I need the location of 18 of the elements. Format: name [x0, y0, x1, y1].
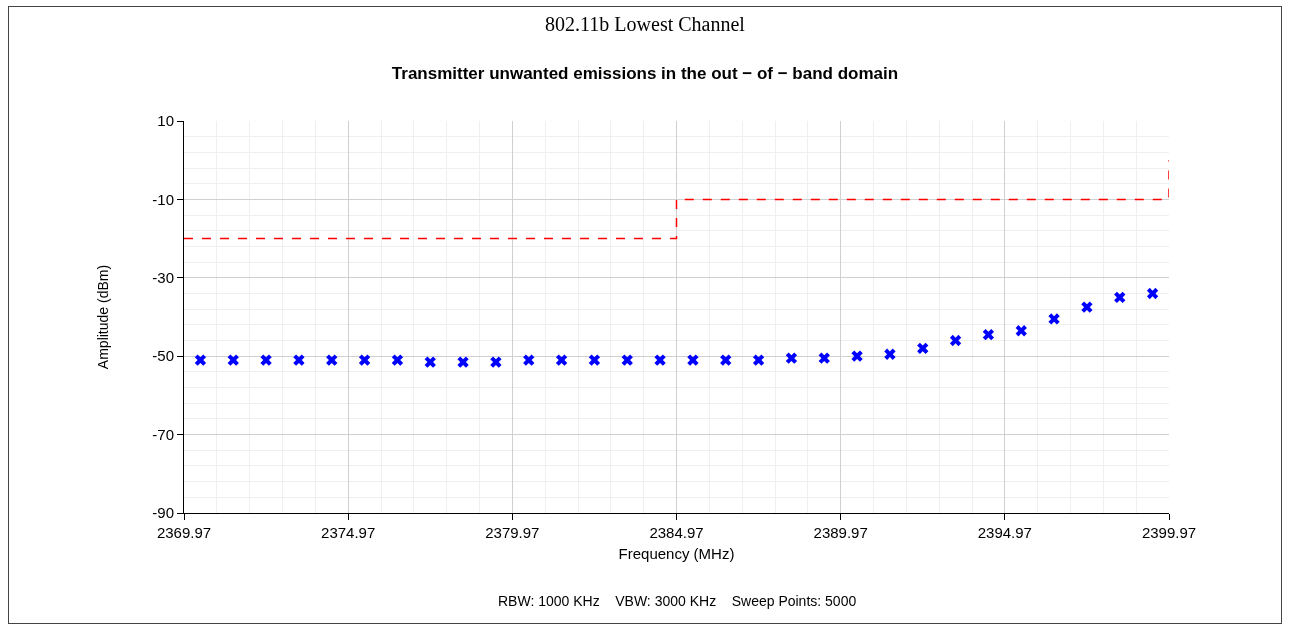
x-tick-label: 2374.97	[321, 524, 376, 541]
y-tick-label: -70	[152, 425, 174, 443]
x-axis-title: Frequency (MHz)	[618, 545, 735, 562]
text: RBW: 1000 KHz VBW: 3000 KHz Sweep Points: 5000	[498, 593, 857, 609]
x-tick-label: 2394.97	[977, 524, 1032, 541]
y-tick-label: -10	[152, 190, 174, 208]
y-tick-label: -90	[152, 504, 174, 522]
x-tick-label: 2379.97	[485, 524, 540, 541]
x-tick-label: 2399.97	[1141, 524, 1197, 541]
y-tick-label: 10	[157, 112, 174, 130]
y-tick-label: -30	[152, 269, 174, 287]
chart-subtitle: Transmitter unwanted emissions in the out − of − band domain	[391, 64, 899, 84]
x-tick-label: 2389.97	[813, 524, 868, 541]
x-tick-label: 2384.97	[649, 524, 704, 541]
y-tick-label: -50	[152, 347, 174, 365]
y-axis-title: Amplitude (dBm)	[94, 264, 111, 370]
chart-title: 802.11b Lowest Channel	[8, 6, 1282, 41]
x-tick-label: 2369.97	[156, 524, 212, 541]
